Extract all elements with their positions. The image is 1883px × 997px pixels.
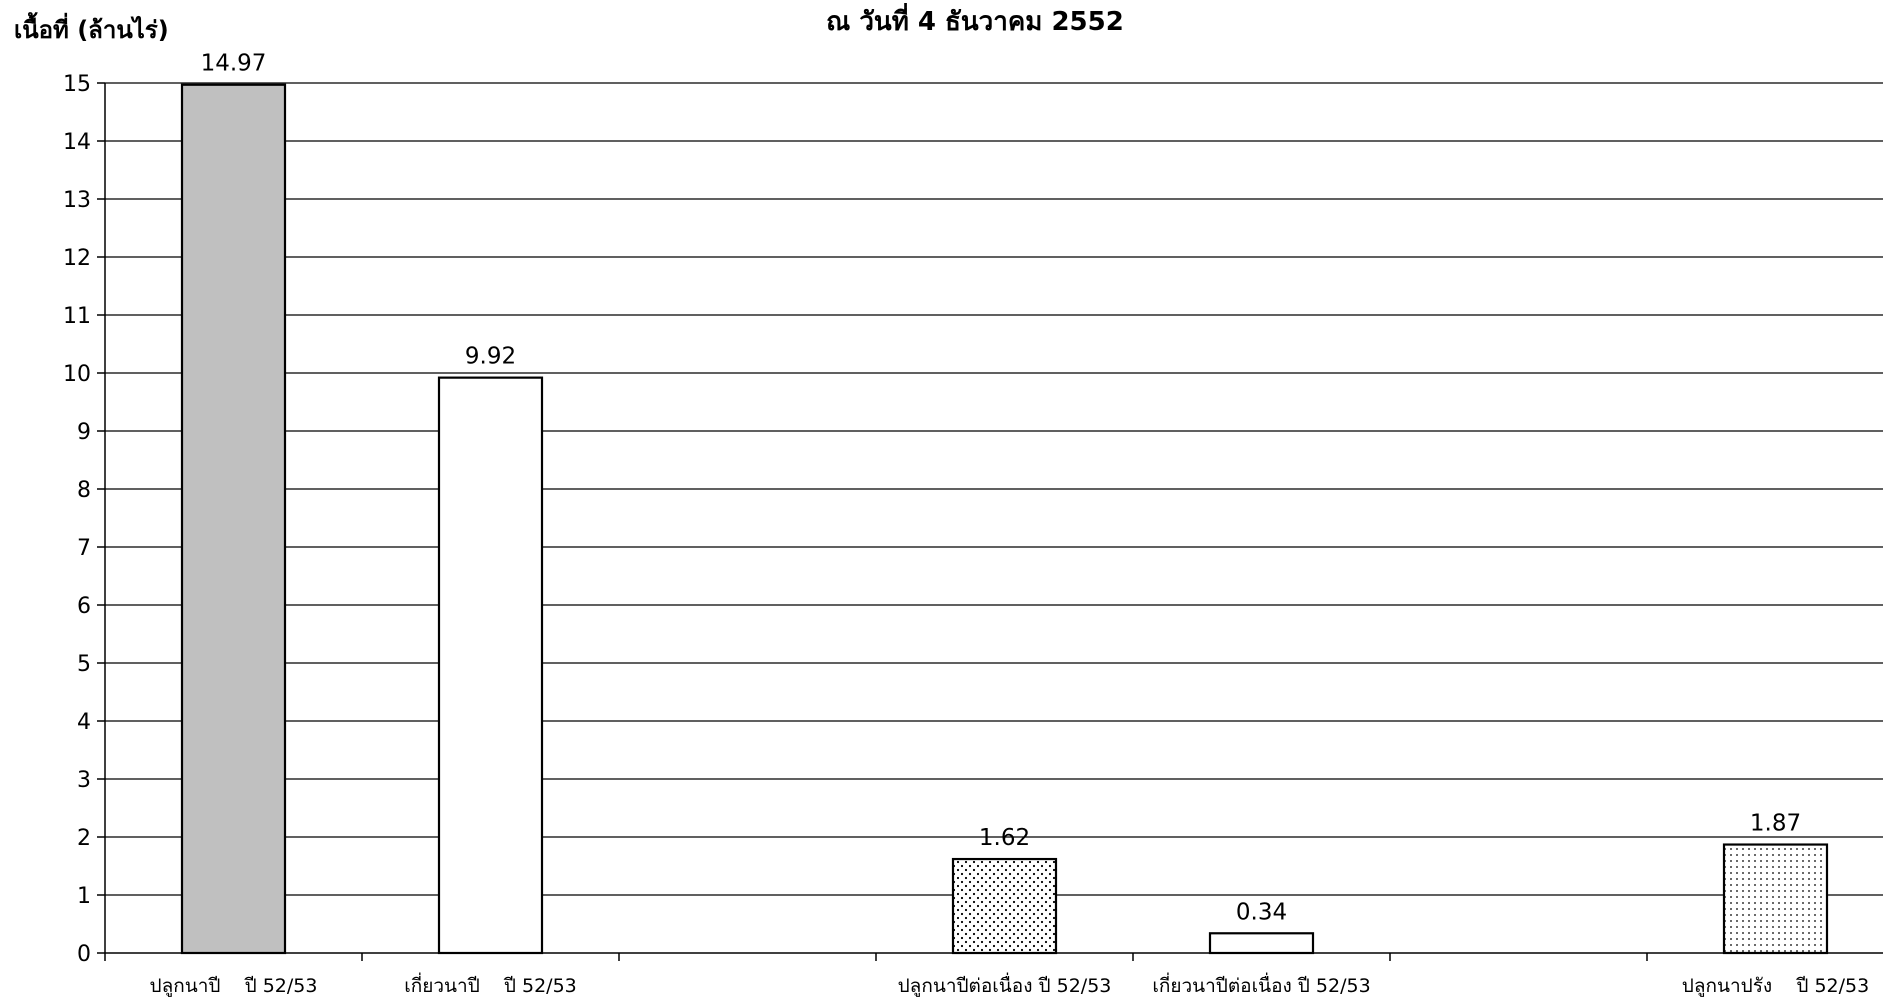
data-label: 14.97 (201, 51, 267, 77)
data-label: 1.62 (979, 825, 1030, 851)
y-tick-label: 8 (77, 478, 91, 503)
category-label: ปลูกนาปี ปี 52/53 (150, 975, 318, 997)
gridlines (105, 82, 1883, 896)
bar (1722, 843, 1829, 955)
y-tick-label: 5 (77, 652, 91, 677)
bar (180, 83, 287, 955)
y-tick-label: 4 (77, 710, 91, 735)
y-tick-label: 2 (77, 826, 91, 851)
data-label: 0.34 (1236, 899, 1287, 925)
y-tick-label: 0 (77, 942, 91, 967)
bar (1208, 932, 1315, 955)
y-axis-label: เนื้อที่ (ล้านไร่) (14, 11, 169, 44)
bar (437, 376, 544, 955)
axes (104, 83, 1883, 961)
x-axis-categories: ปลูกนาปี ปี 52/53 เกี่ยวนาปี ปี 52/53 ปลูก… (150, 972, 1870, 997)
category-label: ปลูกนาปีต่อเนื่อง ปี 52/53 (898, 972, 1112, 997)
y-tick-label: 7 (77, 536, 91, 561)
data-label: 9.92 (465, 344, 516, 370)
chart-title: ณ วันที่ 4 ธันวาคม 2552 (826, 2, 1124, 37)
y-tick-label: 10 (63, 362, 91, 387)
bar (951, 857, 1058, 955)
data-label: 1.87 (1750, 811, 1801, 837)
y-tick-label: 6 (77, 594, 91, 619)
category-label: ปลูกนาปรัง ปี 52/53 (1682, 975, 1869, 997)
bars (180, 83, 1829, 955)
y-tick-label: 1 (77, 884, 91, 909)
y-tick-label: 15 (63, 72, 91, 97)
category-label: เกี่ยวนาปีต่อเนื่อง ปี 52/53 (1152, 972, 1370, 997)
data-labels: 14.97 9.92 1.62 0.34 1.87 (201, 51, 1802, 926)
y-tick-label: 14 (63, 130, 91, 155)
y-tick-label: 13 (63, 188, 91, 213)
category-label: เกี่ยวนาปี ปี 52/53 (404, 972, 577, 997)
y-tick-label: 3 (77, 768, 91, 793)
y-tick-label: 12 (63, 246, 91, 271)
y-tick-label: 9 (77, 420, 91, 445)
y-tick-label: 11 (63, 304, 91, 329)
